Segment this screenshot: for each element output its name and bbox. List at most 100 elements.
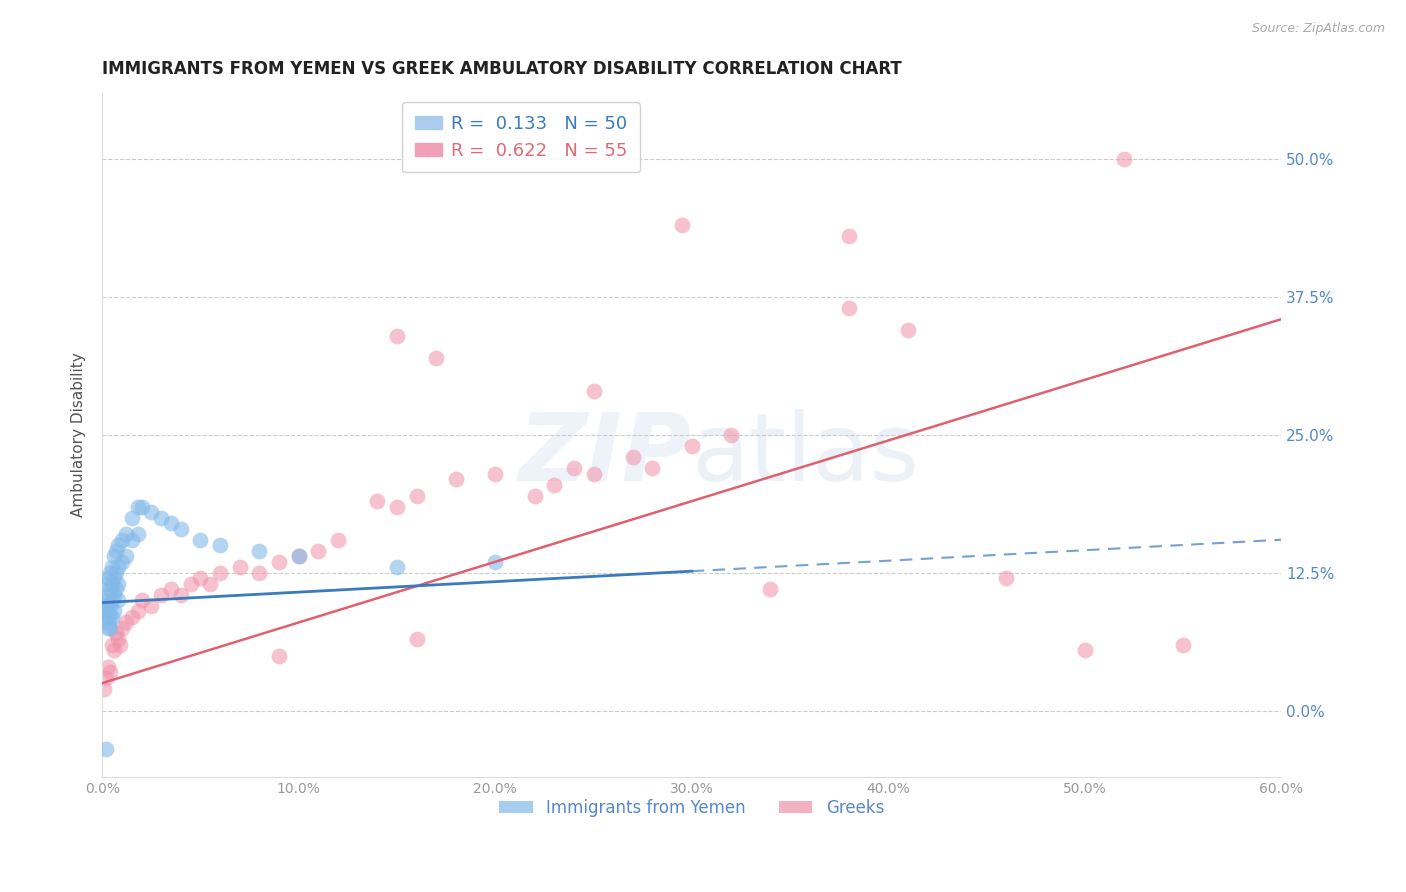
Point (249, 566, 271, 580)
Point (385, 328, 408, 343)
Point (121, 610, 143, 624)
Point (94, 610, 117, 624)
Text: IMMIGRANTS FROM YEMEN VS GREEK AMBULATORY DISABILITY CORRELATION CHART: IMMIGRANTS FROM YEMEN VS GREEK AMBULATOR… (103, 60, 903, 78)
Point (995, 571, 1018, 585)
Point (94, 599, 117, 613)
Point (838, 229, 860, 244)
Point (229, 560, 252, 574)
Point (307, 543, 329, 558)
Point (209, 538, 232, 552)
Point (97, 588, 120, 602)
Point (131, 500, 153, 514)
Point (366, 494, 388, 508)
Point (94, 577, 117, 591)
Point (107, 632, 129, 646)
Point (249, 543, 271, 558)
Point (111, 621, 134, 635)
Point (103, 571, 125, 585)
Point (543, 477, 565, 491)
Point (190, 571, 212, 585)
Point (107, 593, 129, 607)
Point (107, 577, 129, 591)
Point (621, 450, 644, 464)
Point (98, 665, 121, 679)
Point (101, 638, 124, 652)
Point (681, 439, 703, 453)
Point (190, 533, 212, 547)
Point (104, 626, 127, 640)
Point (385, 500, 408, 514)
Point (114, 615, 136, 630)
Point (671, 219, 693, 233)
Point (127, 500, 149, 514)
Point (98, 610, 121, 624)
Point (98, 621, 121, 635)
Point (94, 742, 117, 756)
Text: ZIP: ZIP (519, 409, 692, 501)
Point (93, 681, 115, 696)
Point (484, 555, 506, 569)
Point (759, 582, 782, 597)
Point (160, 582, 183, 597)
Text: atlas: atlas (692, 409, 920, 501)
Point (287, 549, 309, 564)
Point (523, 489, 546, 503)
Point (1171, 638, 1194, 652)
Point (838, 301, 860, 315)
Point (160, 516, 183, 531)
Point (121, 533, 143, 547)
Point (98, 599, 121, 613)
Point (209, 566, 232, 580)
Point (101, 577, 124, 591)
Point (1114, 152, 1136, 166)
Point (127, 527, 149, 541)
Point (104, 566, 127, 580)
Point (582, 384, 605, 398)
Point (97, 571, 120, 585)
Point (103, 643, 125, 657)
Point (94, 671, 117, 685)
Point (98, 582, 121, 597)
Point (200, 577, 222, 591)
Point (720, 428, 742, 442)
Point (103, 604, 125, 618)
Point (111, 533, 134, 547)
Point (326, 533, 349, 547)
Point (141, 505, 163, 519)
Point (405, 489, 427, 503)
Point (97, 615, 120, 630)
Point (101, 560, 124, 574)
Point (267, 555, 290, 569)
Point (131, 593, 153, 607)
Point (111, 555, 134, 569)
Text: Source: ZipAtlas.com: Source: ZipAtlas.com (1251, 22, 1385, 36)
Point (170, 522, 193, 536)
Point (444, 472, 467, 486)
Point (107, 538, 129, 552)
Point (104, 543, 127, 558)
Point (93, 604, 115, 618)
Point (484, 467, 506, 481)
Point (562, 461, 585, 475)
Point (97, 604, 120, 618)
Point (141, 599, 163, 613)
Point (425, 351, 447, 365)
Point (641, 461, 664, 475)
Point (107, 560, 129, 574)
Point (267, 648, 290, 663)
Point (897, 323, 920, 337)
Point (180, 577, 202, 591)
Point (101, 593, 124, 607)
Point (1074, 643, 1097, 657)
Point (582, 467, 605, 481)
Point (114, 527, 136, 541)
Point (97, 659, 120, 673)
Point (103, 588, 125, 602)
Point (101, 610, 124, 624)
Point (127, 604, 149, 618)
Point (103, 549, 125, 564)
Point (97, 621, 120, 635)
Point (385, 560, 408, 574)
Point (287, 549, 309, 564)
Point (93, 593, 115, 607)
